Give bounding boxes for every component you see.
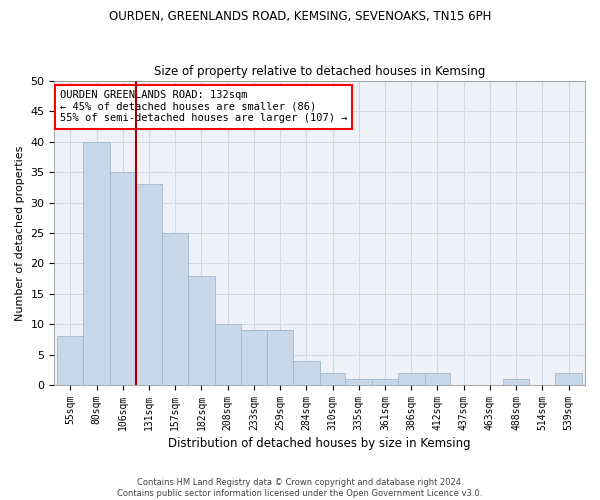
Bar [320, 373, 346, 385]
Text: Contains HM Land Registry data © Crown copyright and database right 2024.
Contai: Contains HM Land Registry data © Crown c… [118, 478, 482, 498]
Bar [163, 233, 188, 385]
Bar [293, 361, 320, 385]
Bar [425, 373, 450, 385]
Title: Size of property relative to detached houses in Kemsing: Size of property relative to detached ho… [154, 66, 485, 78]
Y-axis label: Number of detached properties: Number of detached properties [15, 146, 25, 321]
Bar [136, 184, 163, 385]
Bar [188, 276, 215, 385]
Bar [398, 373, 425, 385]
Bar [267, 330, 293, 385]
Bar [346, 379, 372, 385]
Bar [215, 324, 241, 385]
Bar [110, 172, 136, 385]
Bar [503, 379, 529, 385]
Bar [372, 379, 398, 385]
Bar [241, 330, 267, 385]
Bar [58, 336, 83, 385]
X-axis label: Distribution of detached houses by size in Kemsing: Distribution of detached houses by size … [169, 437, 471, 450]
Text: OURDEN, GREENLANDS ROAD, KEMSING, SEVENOAKS, TN15 6PH: OURDEN, GREENLANDS ROAD, KEMSING, SEVENO… [109, 10, 491, 23]
Text: OURDEN GREENLANDS ROAD: 132sqm
← 45% of detached houses are smaller (86)
55% of : OURDEN GREENLANDS ROAD: 132sqm ← 45% of … [60, 90, 347, 124]
Bar [83, 142, 110, 385]
Bar [555, 373, 582, 385]
